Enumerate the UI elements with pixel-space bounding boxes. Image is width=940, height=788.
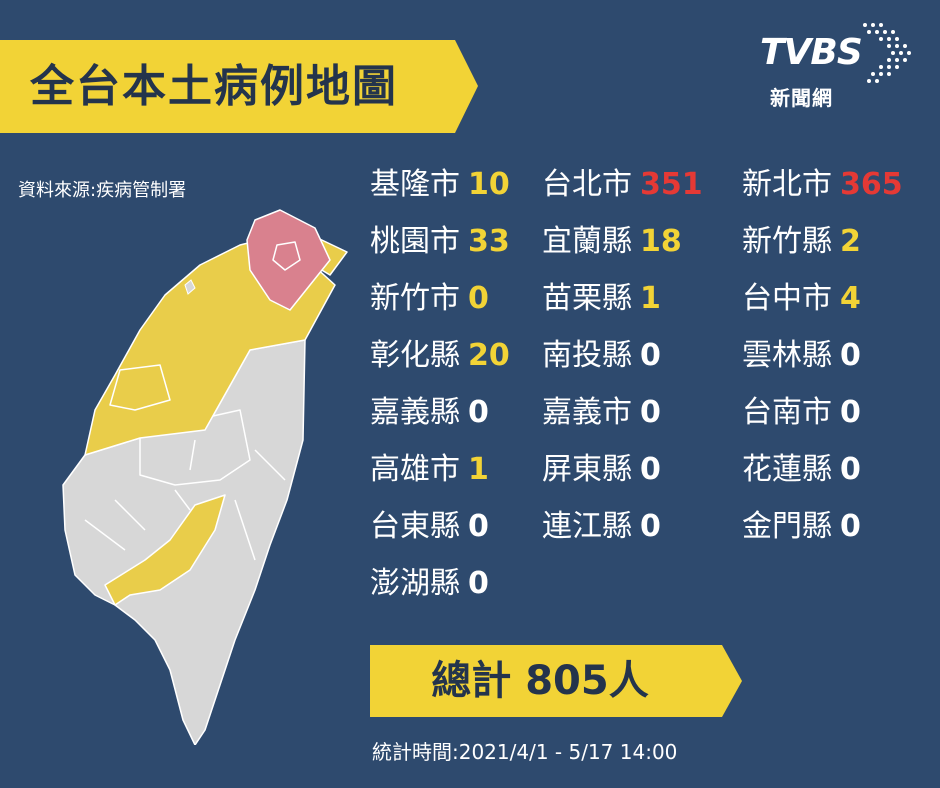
county-count: 1 xyxy=(640,281,661,316)
county-cell: 連江縣 0 xyxy=(542,502,680,552)
county-cell: 台東縣 0 xyxy=(370,502,508,552)
county-name: 高雄市 xyxy=(370,452,460,487)
county-name: 彰化縣 xyxy=(370,338,460,373)
county-count: 20 xyxy=(468,338,510,373)
logo-dots-icon xyxy=(863,23,911,83)
county-count: 0 xyxy=(468,395,489,430)
county-cell: 嘉義縣 0 xyxy=(370,388,508,438)
county-count: 0 xyxy=(640,395,661,430)
county-cell: 台南市 0 xyxy=(742,388,880,438)
county-count: 4 xyxy=(840,281,861,316)
county-name: 台中市 xyxy=(742,281,832,316)
page-title: 全台本土病例地圖 xyxy=(30,61,398,112)
map-region-penghu xyxy=(184,279,196,295)
county-cell: 台中市 4 xyxy=(742,274,880,324)
county-count: 0 xyxy=(840,338,861,373)
county-count: 351 xyxy=(640,167,703,202)
county-cell: 新竹縣 2 xyxy=(742,217,880,267)
county-cell: 屏東縣 0 xyxy=(542,445,680,495)
county-name: 台東縣 xyxy=(370,509,460,544)
county-name: 雲林縣 xyxy=(742,338,832,373)
county-name: 基隆市 xyxy=(370,167,460,202)
county-cell: 南投縣 0 xyxy=(542,331,680,381)
map-region-kaohsiung xyxy=(104,494,226,606)
county-name: 新竹市 xyxy=(370,281,460,316)
county-name: 花蓮縣 xyxy=(742,452,832,487)
county-count: 0 xyxy=(640,509,661,544)
county-name: 南投縣 xyxy=(542,338,632,373)
county-name: 台南市 xyxy=(742,395,832,430)
county-cell: 彰化縣 20 xyxy=(370,331,510,381)
county-cell: 雲林縣 0 xyxy=(742,331,880,381)
data-source: 資料來源:疾病管制署 xyxy=(18,180,187,201)
taiwan-map xyxy=(62,209,348,745)
county-name: 連江縣 xyxy=(542,509,632,544)
county-name: 嘉義縣 xyxy=(370,395,460,430)
county-name: 金門縣 xyxy=(742,509,832,544)
county-count: 33 xyxy=(468,224,510,259)
county-count: 365 xyxy=(840,167,903,202)
county-count: 0 xyxy=(468,281,489,316)
county-name: 桃園市 xyxy=(370,224,460,259)
county-count: 0 xyxy=(640,452,661,487)
county-count: 18 xyxy=(640,224,682,259)
county-count: 2 xyxy=(840,224,861,259)
county-name: 新北市 xyxy=(742,167,832,202)
total-count: 總計 805人 xyxy=(431,658,649,704)
county-cell: 新竹市 0 xyxy=(370,274,508,324)
county-count: 0 xyxy=(640,338,661,373)
county-name: 宜蘭縣 xyxy=(542,224,632,259)
county-cell: 苗栗縣 1 xyxy=(542,274,680,324)
county-name: 澎湖縣 xyxy=(370,566,460,601)
total-banner-shape xyxy=(370,645,742,717)
county-count: 0 xyxy=(468,566,489,601)
county-cell: 金門縣 0 xyxy=(742,502,880,552)
stats-time: 統計時間:2021/4/1 - 5/17 14:00 xyxy=(372,740,678,764)
logo-word: TVBS xyxy=(760,32,863,73)
county-cell: 澎湖縣 0 xyxy=(370,559,508,609)
county-cell: 嘉義市 0 xyxy=(542,388,680,438)
county-count: 0 xyxy=(840,395,861,430)
map-region-changhua xyxy=(109,364,171,411)
title-banner: 全台本土病例地圖 xyxy=(0,40,478,133)
total-banner: 總計 805人 xyxy=(370,645,742,717)
county-cell: 基隆市 10 xyxy=(370,160,510,210)
county-count: 1 xyxy=(468,452,489,487)
map-region-taipei-inner xyxy=(272,241,301,271)
county-cell: 花蓮縣 0 xyxy=(742,445,880,495)
county-cell: 新北市 365 xyxy=(742,160,903,210)
county-name: 屏東縣 xyxy=(542,452,632,487)
county-cell: 桃園市 33 xyxy=(370,217,510,267)
tvbs-logo: TVBS 新聞網 xyxy=(760,20,920,110)
county-cell: 台北市 351 xyxy=(542,160,703,210)
county-name: 苗栗縣 xyxy=(542,281,632,316)
logo-subtitle: 新聞網 xyxy=(770,86,833,110)
title-banner-shape xyxy=(0,40,478,133)
county-count: 0 xyxy=(468,509,489,544)
county-name: 台北市 xyxy=(542,167,632,202)
county-name: 新竹縣 xyxy=(742,224,832,259)
county-count: 0 xyxy=(840,509,861,544)
county-cell: 高雄市 1 xyxy=(370,445,508,495)
county-cell: 宜蘭縣 18 xyxy=(542,217,682,267)
county-name: 嘉義市 xyxy=(542,395,632,430)
county-count: 0 xyxy=(840,452,861,487)
county-count: 10 xyxy=(468,167,510,202)
